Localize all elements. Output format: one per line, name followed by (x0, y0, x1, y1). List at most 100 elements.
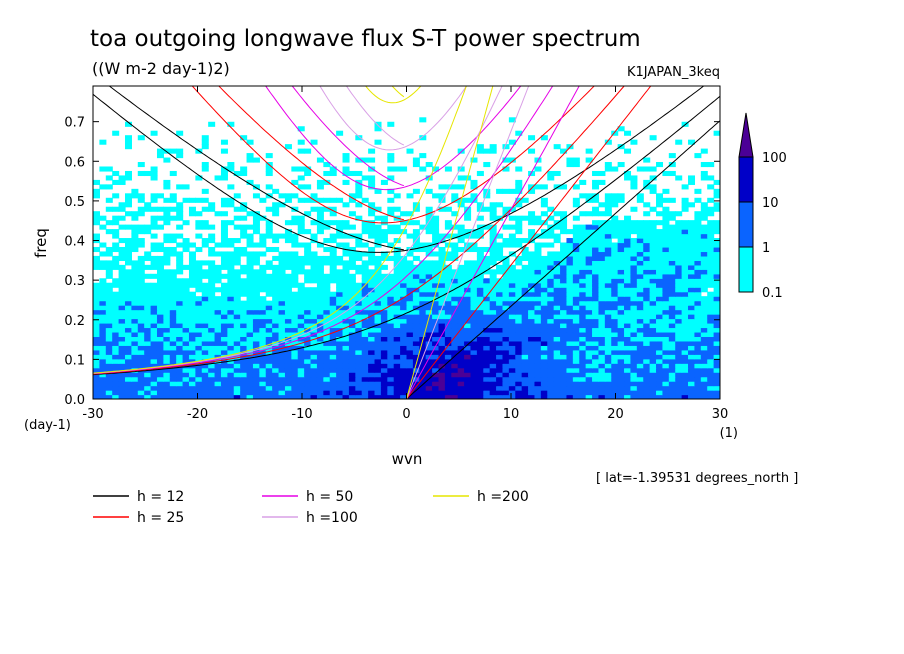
power-cell (489, 211, 497, 217)
power-cell (419, 340, 427, 346)
power-cell (342, 345, 350, 351)
power-cell (118, 278, 126, 284)
power-cell (240, 340, 248, 346)
power-cell (310, 390, 318, 396)
power-cell (284, 193, 292, 199)
power-cell (118, 215, 126, 221)
power-cell (540, 287, 548, 293)
power-cell (611, 130, 619, 136)
power-cell (374, 367, 382, 373)
power-cell (476, 246, 484, 253)
power-cell (553, 367, 561, 373)
power-cell (451, 349, 459, 355)
power-cell (592, 394, 600, 399)
power-cell (489, 206, 497, 212)
power-cell (176, 322, 184, 329)
power-cell (131, 260, 139, 266)
power-cell (681, 345, 689, 351)
power-cell (604, 139, 612, 145)
power-cell (700, 206, 708, 212)
power-cell (464, 296, 472, 302)
power-cell (304, 211, 312, 217)
power-cell (259, 238, 267, 244)
power-cell (483, 162, 491, 168)
power-cell (668, 291, 676, 297)
power-cell (400, 385, 408, 391)
power-cell (259, 322, 267, 329)
power-cell (163, 179, 171, 185)
power-cell (528, 305, 536, 311)
power-cell (694, 354, 702, 360)
power-cell (412, 300, 420, 306)
power-cell (624, 300, 632, 306)
power-cell (515, 394, 523, 399)
power-cell (252, 282, 260, 288)
power-cell (688, 349, 696, 355)
power-cell (400, 300, 408, 306)
power-cell (387, 206, 395, 212)
power-cell (208, 224, 216, 230)
power-cell (515, 202, 523, 208)
power-cell (470, 264, 478, 270)
power-cell (675, 367, 683, 373)
power-cell (604, 296, 612, 302)
power-cell (304, 184, 312, 190)
power-cell (496, 300, 504, 306)
power-cell (265, 314, 273, 320)
power-cell (99, 305, 107, 311)
power-cell (252, 390, 260, 396)
power-cell (681, 224, 689, 230)
power-cell (284, 197, 292, 203)
power-cell (444, 282, 452, 288)
power-cell (112, 130, 120, 136)
power-cell (265, 358, 273, 364)
power-cell (553, 331, 561, 337)
power-cell (201, 144, 209, 150)
power-cell (617, 242, 625, 248)
power-cell (457, 291, 465, 297)
power-cell (144, 287, 152, 293)
power-cell (342, 381, 350, 387)
power-cell (521, 197, 529, 203)
power-cell (297, 322, 305, 329)
power-cell (156, 385, 164, 391)
power-cell (406, 327, 414, 333)
power-cell (195, 264, 203, 270)
power-cell (380, 376, 388, 382)
power-cell (662, 349, 670, 355)
power-cell (195, 376, 203, 382)
power-cell (329, 300, 337, 306)
power-cell (438, 206, 446, 212)
power-cell (380, 349, 388, 355)
power-cell (476, 264, 484, 270)
power-cell (137, 197, 145, 203)
power-cell (240, 246, 248, 253)
power-cell (502, 282, 510, 288)
power-cell (188, 322, 196, 329)
power-cell (515, 188, 523, 194)
power-cell (707, 372, 715, 378)
power-cell (137, 224, 145, 230)
power-cell (662, 385, 670, 391)
power-cell (297, 148, 305, 154)
power-cell (291, 354, 299, 360)
power-cell (233, 215, 241, 221)
power-cell (233, 251, 241, 257)
power-cell (540, 314, 548, 320)
power-cell (694, 390, 702, 396)
power-cell (419, 331, 427, 337)
power-cell (297, 139, 305, 145)
power-cell (681, 349, 689, 355)
power-cell (662, 354, 670, 360)
power-cell (649, 300, 657, 306)
power-cell (93, 309, 100, 315)
power-cell (150, 296, 158, 302)
power-cell (528, 264, 536, 270)
power-cell (118, 206, 126, 212)
power-cell (412, 385, 420, 391)
power-cell (393, 305, 401, 311)
power-cell (713, 202, 720, 208)
power-cell (208, 300, 216, 306)
power-cell (374, 345, 382, 351)
power-cell (195, 300, 203, 306)
